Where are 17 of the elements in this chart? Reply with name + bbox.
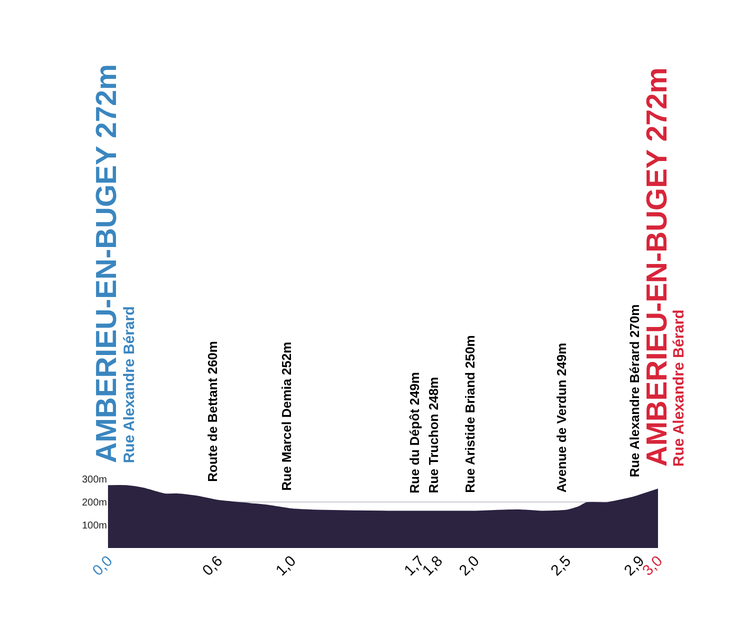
annotation: Rue Alexandre Bérard — [120, 306, 138, 464]
x-tick-label: 0,0 — [89, 552, 116, 580]
annotation: Rue Truchon 248m — [426, 376, 441, 494]
y-tick-label: 100m — [82, 520, 107, 532]
y-tick-label: 300m — [82, 474, 107, 486]
x-tick-label: 0,6 — [199, 552, 226, 580]
annotation: Route de Bettant 260m — [205, 341, 220, 482]
annotation: Rue Alexandre Bérard 270m — [627, 304, 642, 478]
annotation: Rue Aristide Briand 250m — [462, 335, 478, 493]
x-tick-label: 2,0 — [456, 552, 483, 580]
x-tick-label: 1,0 — [272, 552, 300, 580]
y-tick-label: 200m — [82, 498, 107, 508]
annotation: AMBERIEU-EN-BUGEY 272m — [90, 64, 123, 464]
annotation: Avenue de Verdun 249m — [554, 342, 570, 493]
annotation: Rue du Dépôt 249m — [406, 372, 422, 494]
x-tick-label: 2,5 — [548, 552, 574, 580]
annotation: Rue Marcel Demia 252m — [278, 342, 294, 491]
